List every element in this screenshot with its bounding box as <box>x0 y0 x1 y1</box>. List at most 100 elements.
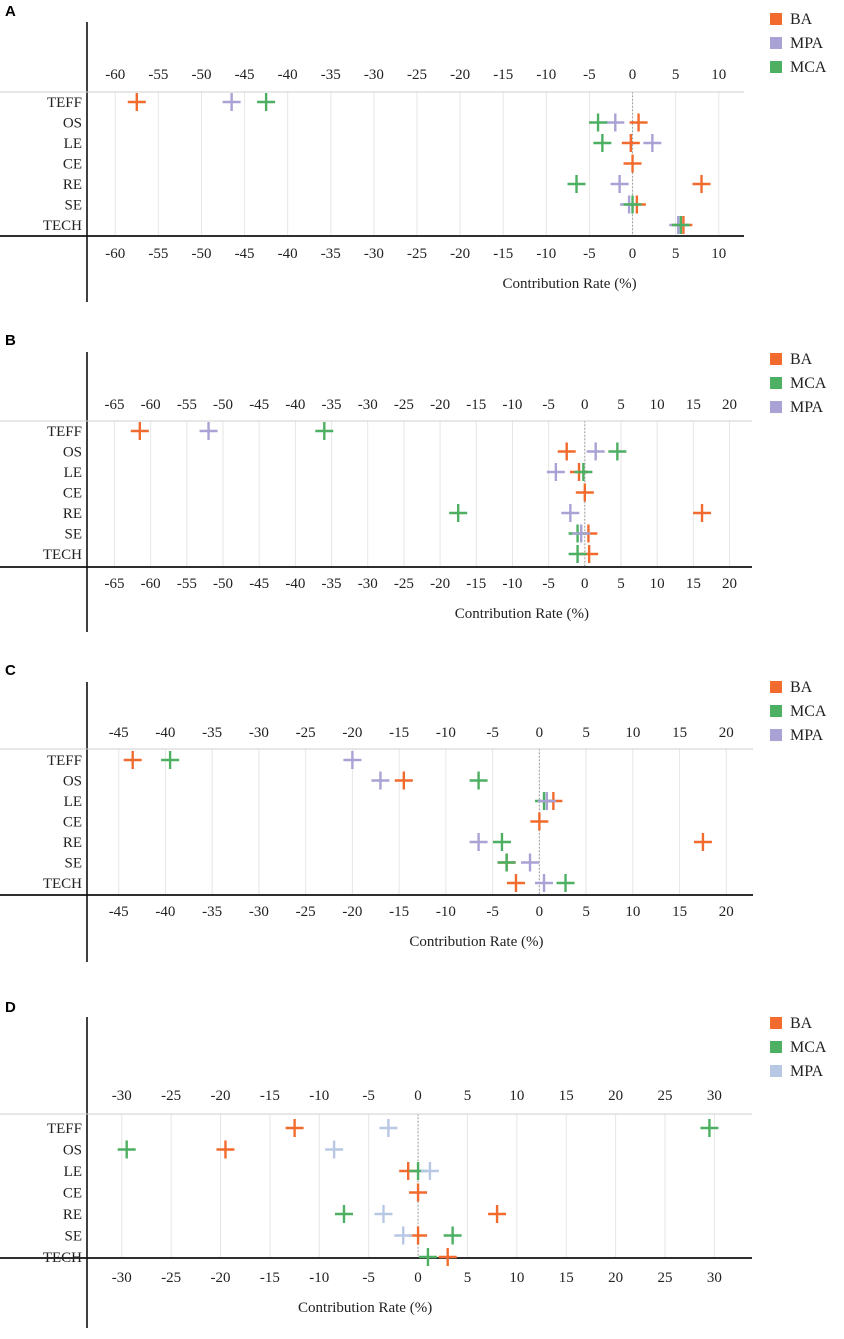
bottom-tick-label: -45 <box>249 576 269 592</box>
top-tick-label: -35 <box>202 725 222 741</box>
top-tick-label: 15 <box>559 1088 574 1104</box>
legend-label: MCA <box>790 1039 827 1056</box>
panel-B: B-65-65-60-60-55-55-50-50-45-45-40-40-35… <box>0 332 827 632</box>
top-tick-label: -45 <box>235 67 255 83</box>
legend-label: BA <box>790 1015 813 1032</box>
marker-mca <box>623 195 642 214</box>
marker-mca <box>257 93 276 111</box>
top-tick-label: -10 <box>536 67 556 83</box>
top-tick-label: -20 <box>450 67 470 83</box>
top-tick-label: -25 <box>296 725 316 741</box>
bottom-tick-label: -10 <box>309 1270 329 1286</box>
marker-mpa <box>343 751 362 769</box>
legend-swatch <box>770 61 782 73</box>
bottom-tick-label: 10 <box>509 1270 524 1286</box>
top-tick-label: -30 <box>364 67 384 83</box>
category-label: OS <box>63 116 82 132</box>
bottom-tick-label: -50 <box>191 246 211 262</box>
x-axis-label: Contribution Rate (%) <box>503 276 637 292</box>
bottom-tick-label: 5 <box>617 576 625 592</box>
legend-swatch <box>770 37 782 49</box>
bottom-tick-label: 10 <box>625 904 640 920</box>
marker-ba <box>438 1248 457 1266</box>
category-label: CE <box>63 1186 82 1202</box>
legend-swatch <box>770 1065 782 1077</box>
marker-ba <box>506 874 525 892</box>
marker-mca <box>589 113 608 132</box>
top-tick-label: -35 <box>321 67 341 83</box>
top-tick-label: 20 <box>608 1088 623 1104</box>
panel-letter: C <box>5 662 16 679</box>
bottom-tick-label: -25 <box>407 246 427 262</box>
bottom-tick-label: 0 <box>414 1270 422 1286</box>
bottom-tick-label: -15 <box>493 246 513 262</box>
top-tick-label: 10 <box>509 1088 524 1104</box>
marker-mpa <box>610 175 629 193</box>
top-tick-label: -25 <box>161 1088 181 1104</box>
marker-mpa <box>374 1205 393 1223</box>
marker-mpa <box>420 1162 439 1180</box>
category-label: TEFF <box>47 95 82 111</box>
bottom-tick-label: 30 <box>707 1270 722 1286</box>
marker-mca <box>568 545 587 563</box>
top-tick-label: -40 <box>285 397 305 413</box>
bottom-tick-label: -35 <box>322 576 342 592</box>
top-tick-label: 0 <box>414 1088 422 1104</box>
marker-mpa <box>561 504 580 522</box>
legend-swatch <box>770 1041 782 1053</box>
marker-mca <box>161 751 180 769</box>
marker-mca <box>574 463 593 481</box>
top-tick-label: -40 <box>278 67 298 83</box>
top-tick-label: -5 <box>362 1088 375 1104</box>
bottom-tick-label: 20 <box>722 576 737 592</box>
marker-ba <box>623 154 642 173</box>
marker-ba <box>409 1183 428 1202</box>
top-tick-label: 30 <box>707 1088 722 1104</box>
legend-label: MPA <box>790 727 824 744</box>
top-tick-label: -10 <box>502 397 522 413</box>
legend-swatch <box>770 401 782 413</box>
legend-label: MPA <box>790 399 824 416</box>
legend-swatch <box>770 1017 782 1029</box>
category-label: SE <box>64 856 82 872</box>
category-label: SE <box>64 527 82 543</box>
marker-ba <box>693 504 712 522</box>
x-axis-label: Contribution Rate (%) <box>298 1300 432 1316</box>
marker-mca <box>593 134 612 152</box>
marker-mca <box>117 1140 136 1159</box>
marker-mpa <box>537 792 556 810</box>
bottom-tick-label: -65 <box>104 576 124 592</box>
bottom-tick-label: -10 <box>436 904 456 920</box>
top-tick-label: -15 <box>493 67 513 83</box>
category-label: CE <box>63 486 82 502</box>
marker-mca <box>556 874 575 892</box>
marker-ba <box>557 442 576 461</box>
marker-mpa <box>469 833 488 851</box>
legend-label: BA <box>790 11 813 28</box>
bottom-tick-label: -25 <box>296 904 316 920</box>
marker-ba <box>123 751 142 769</box>
bottom-tick-label: -25 <box>161 1270 181 1286</box>
category-label: TECH <box>43 218 82 234</box>
category-label: OS <box>63 774 82 790</box>
legend-swatch <box>770 13 782 25</box>
marker-mpa <box>586 442 605 461</box>
marker-ba <box>575 483 594 502</box>
bottom-tick-label: -55 <box>177 576 197 592</box>
marker-mpa <box>546 463 565 481</box>
legend-label: MPA <box>790 35 824 52</box>
marker-mpa <box>535 874 554 892</box>
marker-ba <box>127 93 146 111</box>
top-tick-label: -25 <box>407 67 427 83</box>
category-label: OS <box>63 1143 82 1159</box>
top-tick-label: -15 <box>466 397 486 413</box>
top-tick-label: -60 <box>141 397 161 413</box>
top-tick-label: 15 <box>672 725 687 741</box>
top-tick-label: 15 <box>686 397 701 413</box>
category-label: TECH <box>43 547 82 563</box>
bottom-tick-label: -20 <box>211 1270 231 1286</box>
marker-ba <box>629 113 648 132</box>
marker-mca <box>449 504 468 522</box>
legend-swatch <box>770 681 782 693</box>
marker-ba <box>621 134 640 152</box>
